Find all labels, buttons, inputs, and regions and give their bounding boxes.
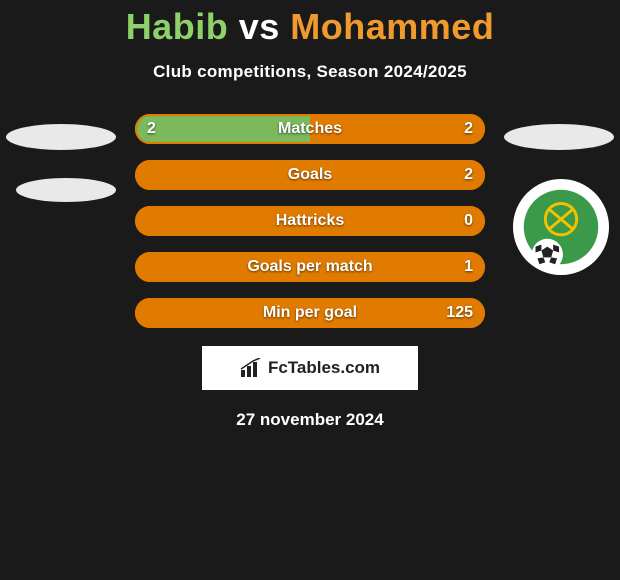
subtitle: Club competitions, Season 2024/2025 (0, 62, 620, 82)
player1-name: Habib (126, 6, 229, 47)
player1-photo-placeholder-top (6, 124, 116, 150)
snapshot-date: 27 november 2024 (0, 410, 620, 430)
branding-chart-icon (240, 358, 262, 378)
metric-label: Min per goal (135, 298, 485, 328)
branding-box: FcTables.com (202, 346, 418, 390)
vs-separator: vs (239, 6, 280, 47)
metric-row: 2Matches2 (135, 114, 485, 144)
badge-soccer-ball (532, 239, 563, 270)
metric-label: Goals (135, 160, 485, 190)
metric-row: Min per goal125 (135, 298, 485, 328)
metric-value-player2: 2 (464, 114, 473, 144)
player2-name: Mohammed (290, 6, 494, 47)
metric-value-player2: 2 (464, 160, 473, 190)
club-badge (512, 178, 610, 276)
club-badge-svg (512, 178, 610, 276)
metric-value-player2: 1 (464, 252, 473, 282)
comparison-title: Habib vs Mohammed (0, 0, 620, 48)
metric-row: Hattricks0 (135, 206, 485, 236)
metric-row: Goals2 (135, 160, 485, 190)
player2-photo-placeholder (504, 124, 614, 150)
metric-label: Goals per match (135, 252, 485, 282)
metric-value-player2: 0 (464, 206, 473, 236)
branding-text: FcTables.com (268, 358, 380, 378)
metric-value-player2: 125 (446, 298, 473, 328)
metric-label: Hattricks (135, 206, 485, 236)
metric-label: Matches (135, 114, 485, 144)
metric-row: Goals per match1 (135, 252, 485, 282)
player1-photo-placeholder-mid (16, 178, 116, 202)
